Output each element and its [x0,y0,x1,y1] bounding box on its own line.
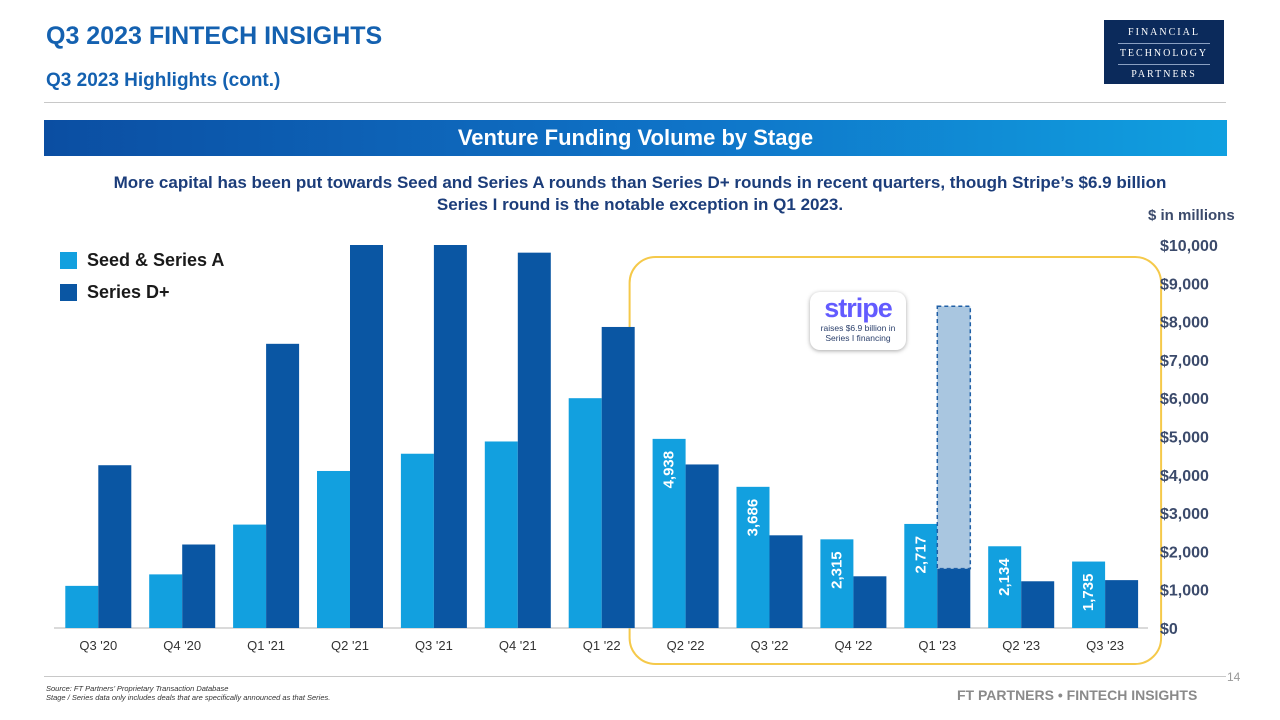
x-tick-label: Q4 '22 [834,638,872,653]
chart-description: More capital has been put towards Seed a… [113,173,1167,214]
x-tick-label: Q1 '21 [247,638,285,653]
bar-series-d-plus [769,535,803,628]
bar-series-d-plus [98,465,132,628]
bar-data-label: 2,134 [996,558,1013,596]
bar-series-d-plus [685,464,719,628]
bar-data-label: 4,938 [661,451,678,489]
x-tick-label: Q2 '22 [667,638,705,653]
source-line-1: Source: FT Partners’ Proprietary Transac… [46,684,229,693]
page-number: 14 [1227,670,1241,684]
y-tick-label: $8,000 [1160,315,1209,332]
x-tick-label: Q3 '22 [751,638,789,653]
bar-series-d-plus [182,544,216,628]
y-tick-label: $0 [1160,621,1178,638]
bar-seed-series-a [233,524,267,628]
y-tick-label: $6,000 [1160,391,1209,408]
bar-series-d-plus [350,245,383,628]
bar-seed-series-a [1072,561,1106,628]
y-tick-label: $4,000 [1160,468,1209,485]
legend-swatch-seed [60,251,77,269]
bar-seed-series-a [65,585,99,628]
bar-series-d-plus [1105,580,1139,628]
x-tick-label: Q2 '23 [1002,638,1040,653]
y-tick-label: $1,000 [1160,583,1209,600]
bar-seed-series-a [568,398,602,628]
y-tick-label: $3,000 [1160,506,1209,523]
bar-seed-series-a [652,438,686,628]
footer-brand: FT PARTNERS • FINTECH INSIGHTS [957,687,1198,703]
bar-series-d-plus [433,245,467,628]
legend-swatch-series-d [60,283,77,301]
logo-separator [1118,64,1210,65]
bar-series-d-plus [601,326,635,628]
bar-seed-series-a [904,523,938,628]
bar-series-d-plus [517,252,551,628]
legend-label-seed: Seed & Series A [87,249,225,270]
x-tick-label: Q3 '21 [415,638,453,653]
page-title: Q3 2023 FINTECH INSIGHTS [46,22,383,50]
x-tick-label: Q3 '20 [79,638,117,653]
y-tick-label: $7,000 [1160,353,1209,370]
bar-seed-series-a [149,574,183,628]
source-line-2: Stage / Series data only includes deals … [46,693,331,702]
bar-data-label: 2,717 [912,536,929,574]
footer-divider [44,676,1226,677]
bar-seed-series-a [400,453,434,628]
bar-data-label: 2,315 [828,551,845,589]
y-tick-label: $5,000 [1160,430,1209,447]
legend-item-series-d: Series D+ [60,276,224,308]
x-tick-label: Q3 '23 [1086,638,1124,653]
bar-series-d-plus [937,568,971,628]
logo-separator [1118,43,1210,44]
bar-seed-series-a [317,470,350,628]
source-note: Source: FT Partners’ Proprietary Transac… [46,684,330,702]
stripe-callout: stripe raises $6.9 billion in Series I f… [810,292,906,350]
x-tick-label: Q1 '22 [583,638,621,653]
x-tick-label: Q1 '23 [918,638,956,653]
page-subtitle: Q3 2023 Highlights (cont.) [46,70,281,91]
y-tick-label: $2,000 [1160,544,1209,561]
x-tick-label: Q4 '21 [499,638,537,653]
legend-item-seed: Seed & Series A [60,244,224,276]
header-divider [44,102,1226,103]
logo-line-1: FINANCIAL [1128,27,1200,38]
bar-series-d-plus [1021,581,1055,628]
stripe-logo: stripe [824,293,893,323]
legend-label-series-d: Series D+ [87,281,170,302]
bar-data-label: 1,735 [1080,574,1097,612]
bar-series-d-plus [266,343,300,628]
stripe-series-i-bar [936,305,972,570]
bar-seed-series-a [736,486,770,628]
logo-line-2: TECHNOLOGY [1119,48,1209,59]
logo-line-3: PARTNERS [1131,69,1197,80]
chart-legend: Seed & Series A Series D+ [60,244,224,308]
section-banner: Venture Funding Volume by Stage [44,120,1227,156]
bar-series-d-plus [853,576,887,628]
x-tick-label: Q4 '20 [163,638,201,653]
company-logo: FINANCIAL TECHNOLOGY PARTNERS [1104,20,1224,84]
y-tick-label: $10,000 [1160,238,1218,255]
bar-data-label: 3,686 [745,499,762,537]
y-tick-label: $9,000 [1160,276,1209,293]
bar-seed-series-a [820,539,854,628]
stripe-caption-line-1: raises $6.9 billion in [820,323,896,333]
stripe-caption-line-2: Series I financing [825,333,891,343]
x-tick-label: Q2 '21 [331,638,369,653]
funding-bar-chart: $0 $1,000 $2,000 $3,000 $4,000 $5,000 $6,000 $7… [54,238,1218,665]
units-label: $ in millions [1148,207,1235,224]
bar-seed-series-a [988,546,1022,628]
bar-seed-series-a [484,441,518,628]
